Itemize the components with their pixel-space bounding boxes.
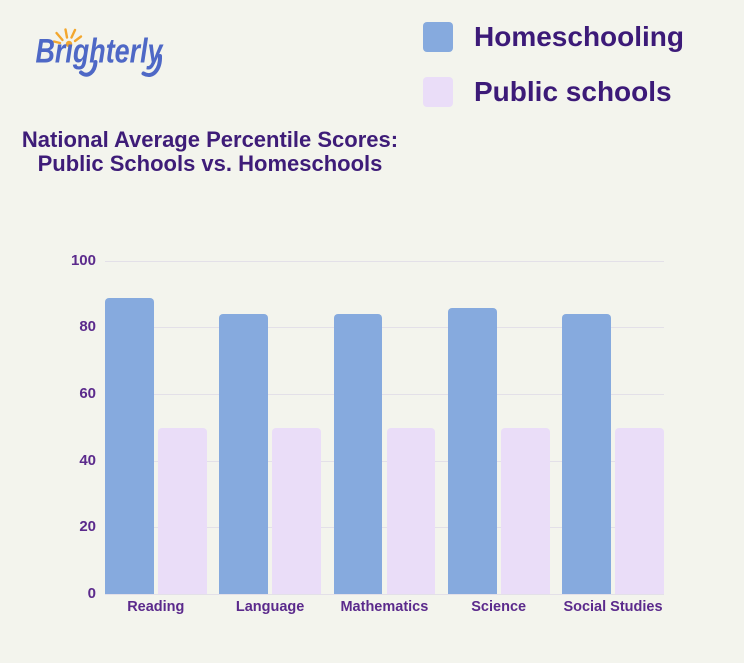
svg-text:Brıghterly: Brıghterly bbox=[36, 33, 165, 71]
